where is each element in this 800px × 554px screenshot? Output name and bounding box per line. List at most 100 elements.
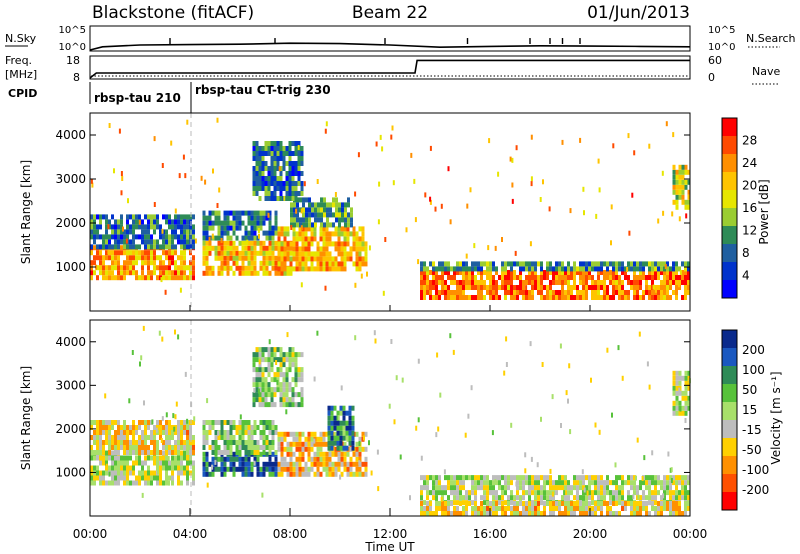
- data-cell: [480, 506, 483, 511]
- data-cell: [657, 475, 660, 481]
- data-cell: [675, 169, 679, 175]
- data-cell: [126, 455, 129, 461]
- data-cell: [618, 290, 621, 295]
- data-cell: [621, 270, 624, 275]
- data-cell: [255, 156, 259, 161]
- data-cell: [250, 250, 254, 256]
- data-cell: [153, 425, 156, 430]
- data-cell: [111, 475, 114, 481]
- data-cell: [295, 231, 299, 237]
- data-cell: [265, 425, 269, 430]
- scatter-cell: [586, 490, 589, 496]
- data-cell: [609, 480, 612, 486]
- data-cell: [202, 445, 206, 450]
- data-cell: [341, 202, 344, 208]
- data-cell: [447, 501, 450, 506]
- data-cell: [298, 431, 302, 437]
- data-cell: [183, 445, 186, 450]
- data-cell: [186, 460, 189, 466]
- data-cell: [444, 285, 447, 290]
- data-cell: [453, 495, 456, 501]
- data-cell: [247, 440, 251, 445]
- data-cell: [310, 466, 314, 472]
- data-cell: [615, 495, 618, 501]
- data-cell: [144, 435, 147, 440]
- data-cell: [489, 275, 492, 280]
- data-cell: [250, 450, 254, 455]
- scatter-cell: [157, 469, 159, 475]
- data-cell: [214, 235, 218, 241]
- data-cell: [304, 466, 308, 472]
- scatter-cell: [514, 250, 517, 256]
- data-cell: [328, 451, 332, 457]
- data-cell: [252, 146, 256, 151]
- data-cell: [618, 275, 621, 280]
- data-cell: [558, 506, 561, 511]
- data-cell: [264, 377, 268, 383]
- data-cell: [279, 357, 283, 363]
- data-cell: [346, 466, 350, 472]
- colorbar-segment: [722, 384, 737, 403]
- data-cell: [570, 490, 573, 496]
- data-cell: [277, 270, 281, 276]
- data-cell: [235, 245, 239, 251]
- data-cell: [244, 466, 248, 472]
- data-cell: [438, 280, 441, 285]
- data-cell: [432, 475, 435, 481]
- data-cell: [516, 261, 519, 267]
- data-cell: [105, 460, 108, 466]
- data-cell: [262, 255, 266, 261]
- data-cell: [111, 450, 114, 456]
- data-cell: [669, 495, 672, 501]
- data-cell: [570, 501, 573, 506]
- data-cell: [192, 460, 195, 466]
- data-cell: [267, 146, 271, 151]
- data-cell: [304, 236, 308, 242]
- data-cell: [285, 352, 289, 358]
- data-cell: [510, 495, 513, 501]
- data-cell: [252, 151, 256, 156]
- data-cell: [279, 191, 283, 196]
- data-cell: [168, 460, 171, 466]
- data-cell: [264, 146, 268, 151]
- colorbar-tick-label: -50: [742, 443, 762, 457]
- data-cell: [588, 266, 591, 272]
- data-cell: [264, 141, 268, 146]
- data-cell: [111, 275, 114, 281]
- data-cell: [429, 261, 432, 267]
- data-cell: [256, 425, 260, 430]
- data-cell: [126, 250, 129, 256]
- data-cell: [570, 295, 573, 300]
- data-cell: [337, 241, 341, 247]
- data-cell: [687, 189, 691, 195]
- data-cell: [657, 285, 660, 290]
- data-cell: [447, 485, 450, 491]
- colorbar-segment: [722, 172, 737, 191]
- data-cell: [135, 455, 138, 461]
- data-cell: [294, 357, 298, 363]
- data-cell: [114, 260, 117, 266]
- data-cell: [672, 169, 676, 175]
- data-cell: [504, 485, 507, 491]
- scatter-cell: [670, 478, 673, 483]
- data-cell: [678, 184, 682, 190]
- data-cell: [672, 405, 676, 411]
- data-cell: [135, 445, 138, 450]
- data-cell: [639, 285, 642, 290]
- data-cell: [486, 501, 489, 506]
- data-cell: [159, 224, 162, 230]
- data-cell: [350, 217, 353, 223]
- data-cell: [555, 266, 558, 272]
- data-cell: [355, 241, 359, 247]
- data-cell: [678, 380, 682, 386]
- data-cell: [343, 261, 347, 267]
- data-cell: [311, 222, 314, 228]
- data-cell: [123, 480, 126, 486]
- data-cell: [286, 451, 290, 457]
- data-cell: [262, 230, 266, 236]
- nsky-line: [89, 42, 691, 51]
- data-cell: [126, 480, 129, 486]
- data-cell: [510, 490, 513, 496]
- data-cell: [325, 236, 329, 242]
- data-cell: [183, 470, 186, 476]
